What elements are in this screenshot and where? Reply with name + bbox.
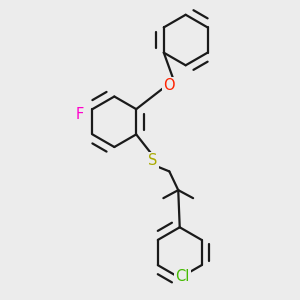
Text: O: O [164,78,175,93]
Text: Cl: Cl [176,269,190,284]
Text: F: F [76,107,84,122]
Text: S: S [148,153,158,168]
